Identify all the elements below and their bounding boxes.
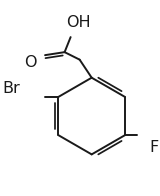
Text: OH: OH	[66, 15, 90, 30]
Text: O: O	[24, 55, 37, 70]
Text: F: F	[150, 140, 159, 155]
Text: Br: Br	[3, 81, 20, 96]
